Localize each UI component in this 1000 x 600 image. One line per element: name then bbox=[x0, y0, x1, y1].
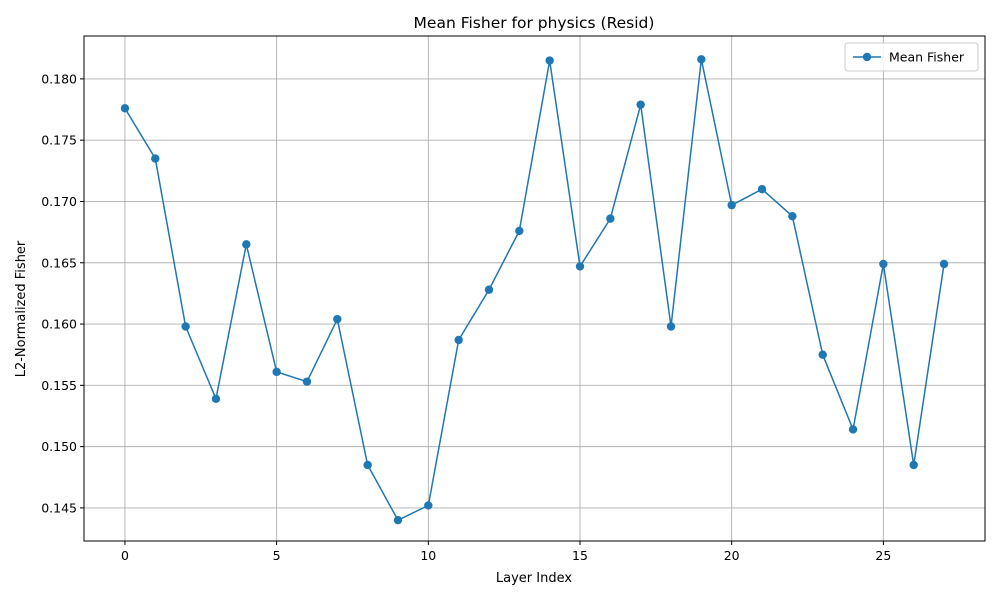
x-axis-label: Layer Index bbox=[496, 571, 572, 586]
data-point bbox=[697, 55, 706, 64]
x-tick-label: 5 bbox=[273, 548, 281, 563]
data-point bbox=[333, 314, 342, 324]
data-point bbox=[545, 56, 554, 65]
y-tick-label: 0.145 bbox=[41, 500, 77, 515]
legend-label: Mean Fisher bbox=[889, 50, 965, 65]
data-point bbox=[211, 394, 221, 404]
data-point bbox=[181, 322, 190, 331]
data-point bbox=[484, 285, 494, 294]
data-point bbox=[575, 262, 585, 271]
data-point bbox=[363, 460, 372, 470]
y-tick-label: 0.155 bbox=[41, 378, 77, 393]
data-point bbox=[848, 425, 858, 434]
data-point bbox=[939, 259, 949, 269]
data-point bbox=[666, 322, 676, 331]
series-group bbox=[120, 55, 949, 525]
plot-area-frame bbox=[83, 35, 986, 542]
data-point bbox=[120, 104, 130, 113]
x-tick-label: 15 bbox=[572, 548, 588, 563]
data-point bbox=[302, 377, 312, 386]
y-tick-label: 0.150 bbox=[41, 439, 77, 454]
y-axis-label: L2-Normalized Fisher bbox=[14, 240, 29, 377]
y-tick-label: 0.175 bbox=[41, 133, 77, 148]
chart-title: Mean Fisher for physics (Resid) bbox=[414, 14, 655, 32]
data-point bbox=[879, 259, 888, 269]
y-tick-label: 0.170 bbox=[41, 194, 77, 209]
y-tick-label: 0.165 bbox=[41, 255, 77, 270]
data-point bbox=[818, 350, 827, 359]
data-point bbox=[909, 460, 918, 470]
x-tick-label: 0 bbox=[121, 548, 129, 563]
legend: Mean Fisher bbox=[844, 42, 979, 72]
y-tick-label: 0.180 bbox=[41, 71, 77, 86]
data-point bbox=[606, 214, 615, 223]
data-point bbox=[151, 154, 160, 163]
series-line bbox=[124, 58, 945, 521]
x-tick-label: 25 bbox=[875, 548, 891, 563]
legend-marker-swatch bbox=[862, 52, 872, 62]
data-point bbox=[636, 100, 645, 109]
data-point bbox=[393, 515, 403, 525]
data-point bbox=[757, 185, 767, 194]
data-point bbox=[454, 335, 463, 345]
axis-ticks: 0 5 10 15 20 25 0.145 0.150 0.155 0.160 0.165 0.170… bbox=[41, 71, 891, 563]
data-point bbox=[727, 200, 736, 210]
legend-box bbox=[844, 42, 979, 72]
x-tick-label: 20 bbox=[724, 548, 740, 563]
data-point bbox=[272, 367, 281, 377]
data-point bbox=[242, 240, 251, 249]
data-point bbox=[424, 501, 433, 510]
data-point bbox=[515, 226, 524, 236]
y-tick-label: 0.160 bbox=[41, 317, 77, 332]
data-point bbox=[788, 211, 797, 221]
grid bbox=[84, 36, 985, 541]
x-tick-label: 10 bbox=[420, 548, 436, 563]
